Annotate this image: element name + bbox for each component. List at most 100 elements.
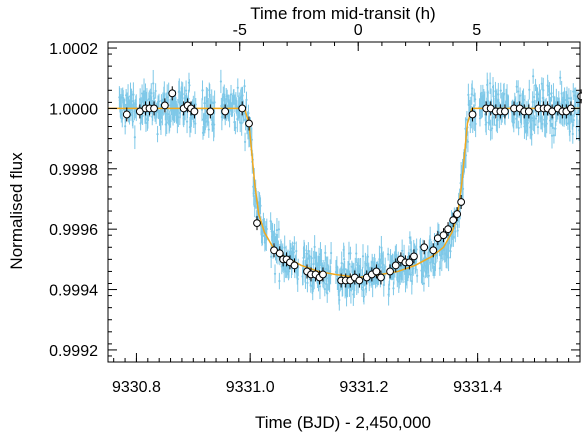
unbinned-point [154,89,157,93]
unbinned-point [503,92,506,96]
unbinned-point [379,266,382,269]
unbinned-point [410,250,413,253]
unbinned-point [427,274,430,277]
unbinned-point [153,97,156,100]
binned-point [449,216,458,225]
binned-data-points [122,86,582,288]
unbinned-point [166,96,169,99]
unbinned-point [313,279,316,282]
unbinned-point [540,82,543,85]
unbinned-point [242,112,246,115]
unbinned-point [571,121,574,124]
unbinned-point [340,261,343,265]
unbinned-point [429,238,432,241]
unbinned-point [567,97,571,100]
unbinned-point [533,95,536,99]
unbinned-point [145,99,149,102]
y-tick-label: 0.9996 [49,222,98,239]
unbinned-point [181,93,184,96]
unbinned-point [192,120,195,123]
unbinned-point [366,255,369,258]
unbinned-point [533,123,536,126]
unbinned-point [132,93,135,96]
unbinned-point [532,75,535,78]
x-tick-label: 9330.8 [112,379,161,396]
unbinned-point [234,126,237,129]
unbinned-point [517,90,520,93]
unbinned-point [265,227,268,231]
unbinned-point [273,232,276,235]
unbinned-point [488,112,491,115]
unbinned-point [574,105,577,108]
unbinned-point [147,111,150,115]
binned-point [290,261,299,270]
unbinned-point [461,187,465,190]
unbinned-point [499,89,502,92]
unbinned-point [559,76,562,79]
unbinned-point [360,286,364,289]
unbinned-point [259,204,262,207]
unbinned-point [454,230,457,233]
unbinned-point [185,120,189,123]
unbinned-point [563,98,566,102]
unbinned-point [490,127,494,130]
unbinned-point [275,229,279,232]
unbinned-point [194,122,197,125]
binned-point [405,258,414,267]
unbinned-point [549,118,553,121]
unbinned-point [156,132,159,136]
unbinned-point [241,94,244,97]
y-tick-label: 0.9998 [49,162,98,179]
top-tick-label: -5 [233,22,247,39]
unbinned-point [318,285,322,288]
unbinned-point [485,121,488,124]
unbinned-point [469,105,472,108]
unbinned-point [177,116,180,119]
unbinned-point [167,113,170,116]
unbinned-point [456,229,459,232]
unbinned-point [307,249,310,253]
unbinned-point [464,127,467,130]
unbinned-point [303,249,306,252]
unbinned-point [312,262,315,266]
unbinned-point [349,252,352,255]
unbinned-point [213,101,216,104]
binned-point [420,243,429,252]
binned-point [319,270,327,279]
unbinned-point [470,118,473,121]
unbinned-point [447,256,450,259]
binned-point [372,267,381,276]
unbinned-point [534,117,538,120]
unbinned-point [203,102,206,105]
unbinned-point [318,266,321,269]
x-tick-label: 9331.2 [339,379,388,396]
plot-frame [107,41,581,363]
unbinned-point [243,140,247,144]
axis-ticks: 9330.8 9331.0 9331.2 9331.4 0.9992 0.9994 0.99… [49,22,580,396]
binned-point [355,276,364,285]
unbinned-point [144,117,148,121]
y-tick-label: 1.0002 [49,41,98,58]
unbinned-point [518,94,522,97]
unbinned-point [542,89,545,92]
unbinned-point [213,123,216,126]
top-tick-label: 5 [472,22,481,39]
unbinned-point [437,231,440,234]
binned-point [150,104,158,113]
unbinned-point [165,121,168,124]
unbinned-point [343,258,346,261]
unbinned-point [142,90,146,93]
y-tick-label: 0.9992 [49,343,98,360]
unbinned-point [194,103,197,106]
unbinned-point [121,117,124,120]
unbinned-point [364,262,367,265]
unbinned-point [270,255,273,258]
binned-point [439,231,448,240]
top-x-axis-label: Time from mid-transit (h) [250,4,435,23]
unbinned-point [296,277,299,281]
unbinned-point [539,100,542,103]
unbinned-point [474,122,477,125]
unbinned-point [483,100,486,103]
unbinned-point [530,133,533,136]
unbinned-point [323,288,326,291]
